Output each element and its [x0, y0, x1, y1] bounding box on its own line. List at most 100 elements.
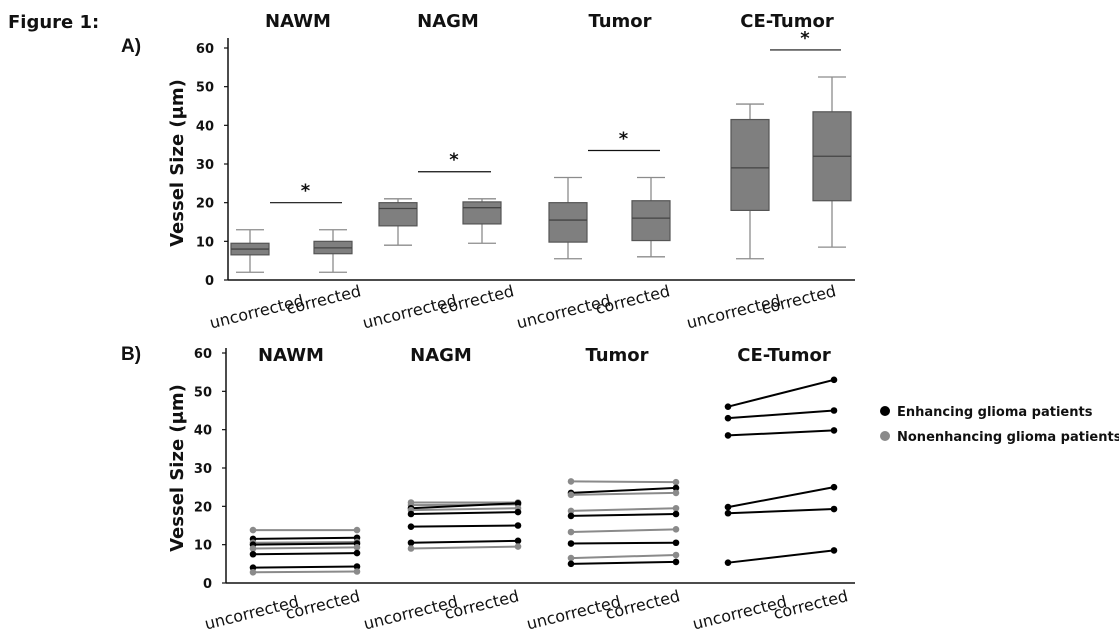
- patient-line-segment: [727, 508, 835, 515]
- panel-b-y-axis-label: Vessel Size (μm): [167, 384, 188, 552]
- patient-point-corrected: [672, 504, 680, 512]
- patient-point-corrected: [353, 563, 361, 570]
- patient-line-segment: [410, 511, 519, 515]
- significance-star: *: [619, 128, 629, 149]
- panel-a-letter: A): [121, 36, 141, 57]
- patient-point-uncorrected: [567, 528, 575, 536]
- panel-a-y-tick-label: 60: [196, 42, 214, 57]
- patient-point-corrected: [672, 489, 680, 497]
- patient-point-corrected: [514, 499, 522, 507]
- patient-point-uncorrected: [407, 539, 415, 547]
- patient-line: [249, 568, 361, 576]
- patient-line-segment: [410, 524, 519, 528]
- panel-a-y-tick-label: 10: [196, 235, 214, 250]
- patient-line-segment: [252, 565, 358, 569]
- panel-a-region-title: NAGM: [417, 11, 479, 32]
- panel-b-region-title: CE-Tumor: [737, 345, 831, 366]
- patient-point-uncorrected: [249, 564, 257, 571]
- panel-b-y-tick-label: 30: [194, 462, 212, 477]
- patient-point-corrected: [672, 526, 680, 533]
- patient-line-segment: [570, 541, 677, 545]
- patient-line-segment: [570, 491, 677, 496]
- panel-a-region-title: Tumor: [588, 11, 651, 32]
- patient-line: [567, 551, 680, 562]
- patient-point-corrected: [514, 522, 522, 529]
- patient-line: [567, 539, 680, 547]
- patient-point-corrected: [353, 568, 361, 575]
- patient-point-corrected: [830, 407, 838, 414]
- patient-point-corrected: [514, 508, 522, 516]
- figure-label: Figure 1:: [8, 12, 99, 33]
- patient-point-uncorrected: [724, 403, 732, 410]
- box-iqr: [462, 201, 502, 225]
- patient-point-corrected: [672, 558, 680, 566]
- patient-point-corrected: [672, 478, 680, 486]
- patient-point-corrected: [830, 427, 838, 434]
- patient-line: [724, 505, 838, 517]
- patient-line: [724, 483, 838, 511]
- patient-line: [407, 522, 522, 530]
- patient-point-corrected: [672, 551, 680, 559]
- patient-line: [567, 558, 680, 568]
- patient-point-uncorrected: [724, 503, 732, 511]
- patient-line: [407, 537, 522, 547]
- patient-line-segment: [570, 554, 677, 560]
- patient-point-corrected: [672, 484, 680, 492]
- patient-line: [249, 549, 361, 558]
- patient-point-uncorrected: [567, 507, 575, 515]
- patient-point-corrected: [830, 547, 838, 554]
- patient-line-segment: [252, 546, 358, 550]
- patient-line: [724, 427, 838, 439]
- patient-line-segment: [410, 539, 519, 544]
- patient-line-segment: [727, 549, 835, 564]
- patient-line-segment: [570, 480, 677, 484]
- patient-point-uncorrected: [724, 414, 732, 422]
- patient-point-corrected: [672, 539, 680, 547]
- significance-star: *: [800, 28, 810, 49]
- patient-line: [407, 543, 522, 552]
- patient-point-corrected: [514, 537, 522, 545]
- panel-a-y-axis-label: Vessel Size (μm): [167, 79, 188, 247]
- panel-b-region-title: NAWM: [258, 345, 324, 366]
- boxplot-box: [548, 176, 588, 260]
- patient-point-corrected: [830, 505, 838, 513]
- patient-point-corrected: [672, 510, 680, 518]
- patient-point-uncorrected: [249, 568, 257, 576]
- panel-a-y-tick-label: 30: [196, 158, 214, 173]
- patient-line-segment: [252, 536, 358, 540]
- panel-b-y-tick-label: 50: [194, 385, 212, 400]
- patient-line-segment: [727, 429, 835, 437]
- patient-point-uncorrected: [407, 523, 415, 530]
- patient-line-segment: [727, 409, 835, 420]
- patient-line-segment: [570, 486, 677, 494]
- panel-b-y-tick-label: 60: [194, 347, 212, 362]
- patient-line: [724, 407, 838, 422]
- patient-point-uncorrected: [724, 509, 732, 517]
- boxplot-box: [812, 76, 852, 248]
- boxplot-box: [313, 229, 353, 273]
- patient-point-corrected: [353, 544, 361, 551]
- boxplot-box: [631, 176, 671, 258]
- patient-point-uncorrected: [407, 510, 415, 518]
- panel-a-y-tick-label: 20: [196, 197, 214, 212]
- boxplot-box: [730, 103, 770, 260]
- panel-a-category-label: corrected: [437, 281, 515, 318]
- legend-marker: [880, 431, 890, 441]
- patient-line-segment: [252, 552, 358, 556]
- panel-b-letter: B): [121, 344, 141, 365]
- patient-line: [249, 526, 361, 534]
- patient-line-segment: [252, 540, 358, 544]
- patient-point-uncorrected: [567, 554, 575, 562]
- patient-point-corrected: [514, 543, 522, 550]
- patient-line: [724, 376, 838, 410]
- patient-point-corrected: [353, 549, 361, 557]
- patient-line-segment: [570, 560, 677, 565]
- significance-star: *: [301, 181, 311, 202]
- boxplot-box: [462, 198, 502, 244]
- patient-line: [567, 504, 680, 515]
- patient-line-segment: [727, 486, 835, 509]
- box-iqr: [378, 202, 418, 227]
- patient-line: [567, 526, 680, 536]
